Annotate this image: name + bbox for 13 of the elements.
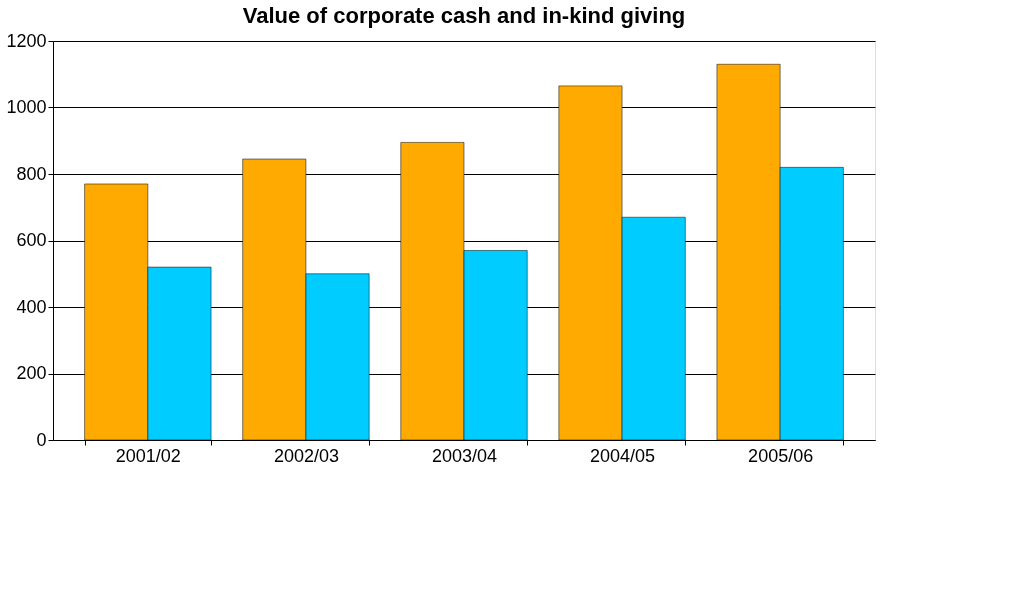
y-tick-label: 400 [16, 296, 47, 317]
y-tick-label: 200 [16, 363, 47, 383]
x-tick-label: 2004/05 [590, 445, 656, 466]
x-tick-label: 2001/02 [115, 445, 181, 466]
y-tick-label: 1200 [6, 30, 47, 51]
y-tick-label: 1000 [6, 97, 47, 117]
x-tick-label: 2005/06 [748, 445, 814, 466]
x-tick-label: 2002/03 [273, 445, 339, 466]
x-tick-label: 2003/04 [431, 445, 498, 466]
y-tick-label: 800 [16, 163, 47, 184]
y-tick-label: 0 [36, 429, 47, 450]
chart-title: Value of corporate cash and in-kind giving [242, 3, 686, 28]
y-tick-label: 600 [16, 230, 47, 250]
